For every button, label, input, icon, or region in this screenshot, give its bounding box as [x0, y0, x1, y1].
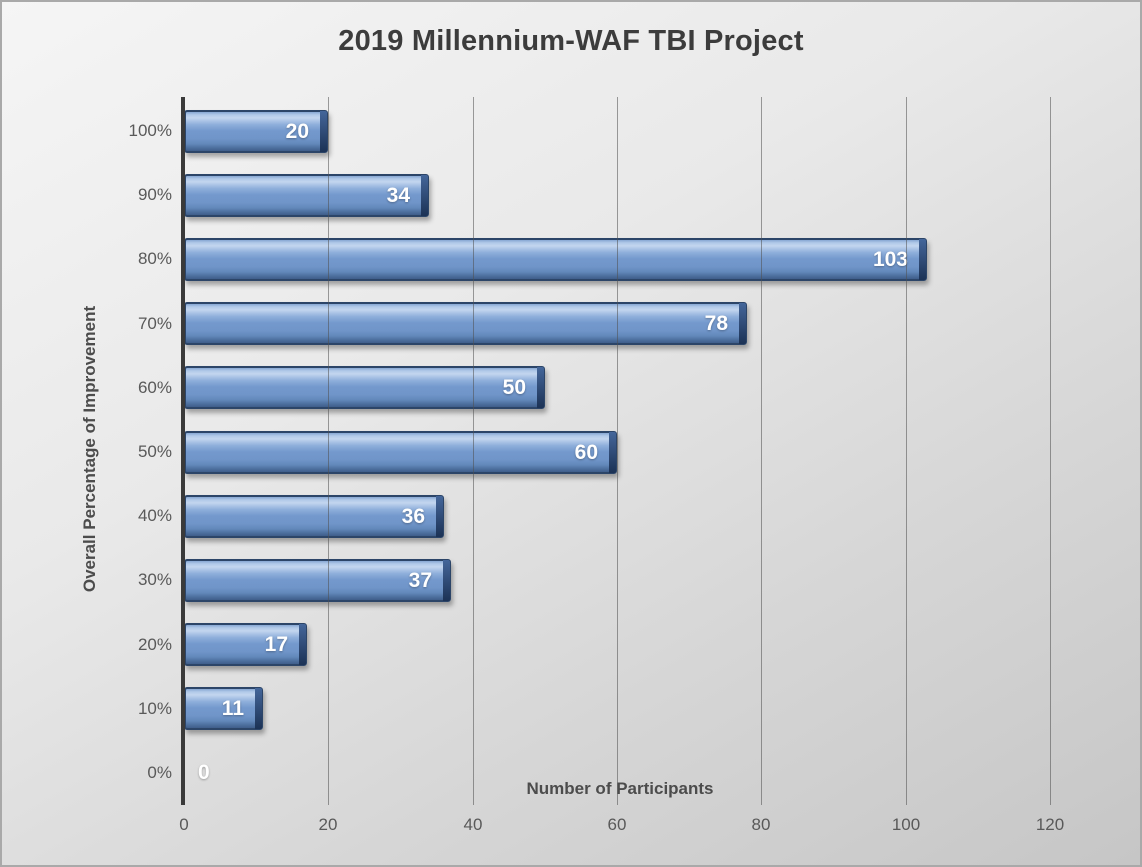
bar: 11	[184, 687, 263, 730]
category-label: 60%	[137, 378, 172, 397]
x-axis-title: Number of Participants	[526, 779, 714, 798]
bar-value-label: 78	[704, 311, 728, 335]
bar: 78	[184, 302, 747, 345]
gridline	[473, 97, 474, 805]
bar-value-label: 0	[198, 761, 210, 784]
bar-value-label: 60	[574, 440, 598, 464]
bar-value-label: 20	[285, 119, 309, 143]
bar: 60	[184, 431, 617, 474]
x-tick-label: 0	[179, 815, 189, 834]
bar-value-label: 36	[401, 504, 425, 528]
bar-value-label: 11	[221, 696, 244, 720]
bar: 34	[184, 174, 429, 217]
y-axis-line	[181, 97, 185, 805]
bar: 50	[184, 366, 545, 409]
bar: 17	[184, 623, 307, 666]
category-label: 20%	[137, 635, 172, 654]
gridline	[617, 97, 618, 805]
bar: 37	[184, 559, 451, 602]
gridline	[906, 97, 907, 805]
category-label: 40%	[137, 506, 172, 525]
category-label: 90%	[137, 185, 172, 204]
bar-value-label: 103	[872, 247, 908, 271]
bar: 36	[184, 495, 444, 538]
x-tick-label: 100	[891, 815, 921, 834]
gridline	[761, 97, 762, 805]
y-axis-title: Overall Percentage of Improvement	[80, 305, 99, 593]
x-tick-label: 60	[607, 815, 627, 834]
category-label: 50%	[137, 442, 172, 461]
x-tick-label: 20	[318, 815, 338, 834]
x-tick-label: 80	[751, 815, 771, 834]
category-label: 80%	[137, 249, 172, 268]
bar: 103	[184, 238, 927, 281]
gridline	[1050, 97, 1051, 805]
category-label: 70%	[137, 314, 172, 333]
bar-value-label: 50	[502, 375, 526, 399]
category-label: 0%	[147, 763, 172, 782]
x-tick-label: 120	[1035, 815, 1065, 834]
category-label: 100%	[128, 121, 172, 140]
bar: 20	[184, 110, 328, 153]
category-label: 10%	[137, 699, 172, 718]
category-label: 30%	[137, 570, 172, 589]
x-tick-label: 40	[463, 815, 483, 834]
bar-value-label: 37	[408, 568, 432, 592]
chart-title: 2019 Millennium-WAF TBI Project	[338, 25, 804, 57]
gridline	[328, 97, 329, 805]
bar-value-label: 34	[386, 183, 410, 207]
bar-value-label: 17	[264, 632, 288, 656]
